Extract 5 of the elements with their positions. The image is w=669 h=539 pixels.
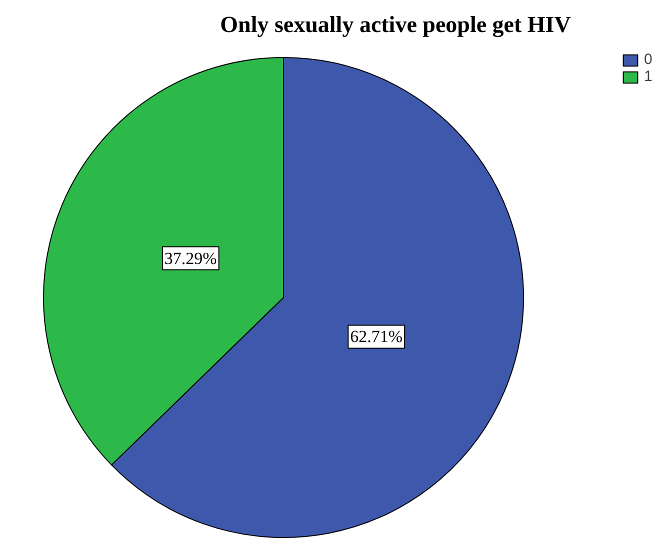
legend-label: 1 [644, 68, 654, 85]
data-label: 37.29% [164, 248, 217, 268]
legend-label: 0 [644, 51, 654, 68]
data-label: 62.71% [350, 327, 403, 346]
chart-title: Only sexually active people get HIV [220, 12, 572, 38]
